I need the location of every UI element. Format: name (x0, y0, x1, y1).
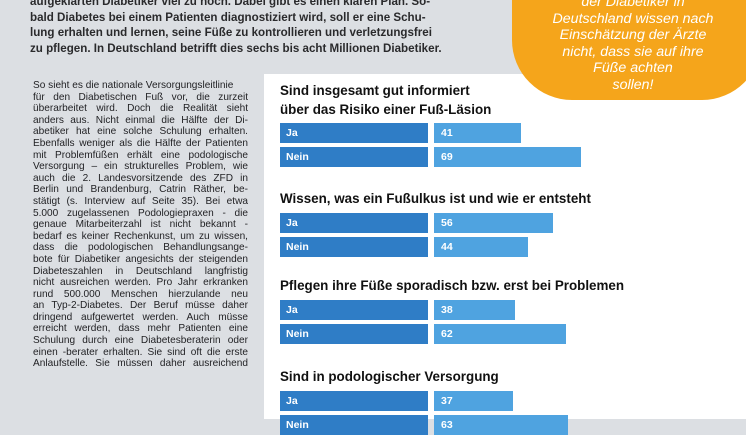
bar-category-label: Nein (280, 147, 428, 167)
bar-value: 41 (434, 123, 521, 143)
body-line: auch die 2. Landesvorsitzende des ZFD in (33, 172, 248, 184)
question-title: Pflegen ihre Füße sporadisch bzw. erst b… (280, 278, 625, 293)
question-title: Sind insgesamt gut informiert (280, 83, 470, 98)
body-line: bedarf es keiner Rechenkunst, um zu wiss… (33, 230, 248, 242)
chart-panel: Sind insgesamt gut informiert über das Ri… (264, 74, 746, 435)
body-line: genaue Mitarbeiterzahl ist nicht bekannt… (33, 219, 248, 231)
question-title: Sind in podologischer Versorgung (280, 369, 499, 384)
bar-value: 62 (434, 323, 566, 344)
bar-category-label: Ja (280, 212, 428, 233)
bar-category-label: Ja (280, 299, 428, 320)
body-line: an Typ-2-Diabetes. Der Beruf müsse daher (33, 300, 248, 312)
body-line: Schulung durch eine Diabetesberaterin od… (33, 335, 248, 347)
body-line: Anlaufstelle. Sie müssen daher ausreiche… (33, 358, 248, 370)
bar-value: 63 (434, 414, 568, 435)
article-body: So sieht es die nationale Versorgungslei… (33, 80, 248, 370)
intro-line: bald Diabetes bei einem Patienten diagno… (30, 10, 426, 24)
intro-line: lung erhalten und lernen, seine Füße zu … (30, 26, 432, 40)
body-line: überarbeitet wird. Doch die Realität sie… (33, 103, 248, 115)
body-line: Versorgung – ein strukturelles Problem, … (33, 161, 248, 173)
body-line: bote für Diabetiker angesichts der steig… (33, 253, 248, 265)
bar-value: 38 (434, 299, 515, 320)
intro-paragraph: aufgeklärten Diabetiker viel zu hoch. Da… (30, 0, 508, 56)
question-title: über das Risiko einer Fuß-Läsion (280, 101, 492, 117)
body-line: erreicht werden, dass mehr Patienten ein… (33, 323, 248, 335)
bar-value: 37 (434, 390, 513, 411)
body-line: für den Diabetischen Fuß vor, die zurzei… (33, 91, 248, 103)
quote-badge-text: der Diabetiker in Deutschland wissen nach… (516, 0, 746, 94)
body-line: einen -berater erhalten. Sie sind oft di… (33, 346, 248, 358)
body-line: mit Problemfüßen erhält eine podologisch… (33, 149, 248, 161)
badge-line: der Diabetiker in (581, 0, 685, 10)
badge-line: Einschätzung der Ärzte (559, 27, 707, 44)
body-line: So sieht es die nationale Versorgungslei… (33, 80, 234, 91)
bar-value: 56 (434, 212, 553, 233)
badge-line: Deutschland wissen nach (552, 10, 714, 27)
body-line: 5.000 zugelassenen Podologiepraxen - die (33, 207, 248, 219)
quote-badge (512, 0, 746, 100)
body-line: Diabeteszahlen in Deutschland langfristi… (33, 265, 248, 277)
bar-category-label: Nein (280, 236, 428, 257)
body-line: dringend aufgewertet werden. Auch müsse (33, 311, 248, 323)
bar-category-label: Nein (280, 323, 428, 344)
question-title: Wissen, was ein Fußulkus ist und wie er … (280, 191, 591, 206)
badge-line: Füße achten (593, 60, 673, 77)
badge-line: sollen! (612, 76, 654, 93)
body-line: abetiker hat eine solche Schulung erhalt… (33, 126, 248, 138)
body-line: anders aus. Nicht einmal die Hälfte der … (33, 114, 248, 126)
bar-category-label: Ja (280, 390, 428, 411)
intro-line: aufgeklärten Diabetiker viel zu hoch. Da… (30, 0, 431, 8)
body-line: Berlin und Brandenburg, Catrin Räther, b… (33, 184, 248, 196)
bar-category-label: Nein (280, 414, 428, 435)
intro-line: zu pflegen. In Deutschland betrifft dies… (30, 41, 442, 55)
body-line: rund 500.000 Menschen hierzulande neu (33, 288, 248, 300)
bar-category-label: Ja (280, 123, 428, 143)
badge-line: nicht, dass sie auf ihre (562, 43, 704, 60)
body-line: Ebenfalls weniger als die Hälfte der Pat… (33, 137, 248, 149)
body-line: stätigt (s. Interview auf Seite 35). Bei… (33, 195, 248, 207)
bar-value: 69 (434, 147, 581, 167)
body-line: dass die podologischen Behandlungsange- (33, 242, 248, 254)
bar-value: 44 (434, 236, 528, 257)
body-line: nicht ausreichen werden. Pro Jahr erkran… (33, 277, 248, 289)
